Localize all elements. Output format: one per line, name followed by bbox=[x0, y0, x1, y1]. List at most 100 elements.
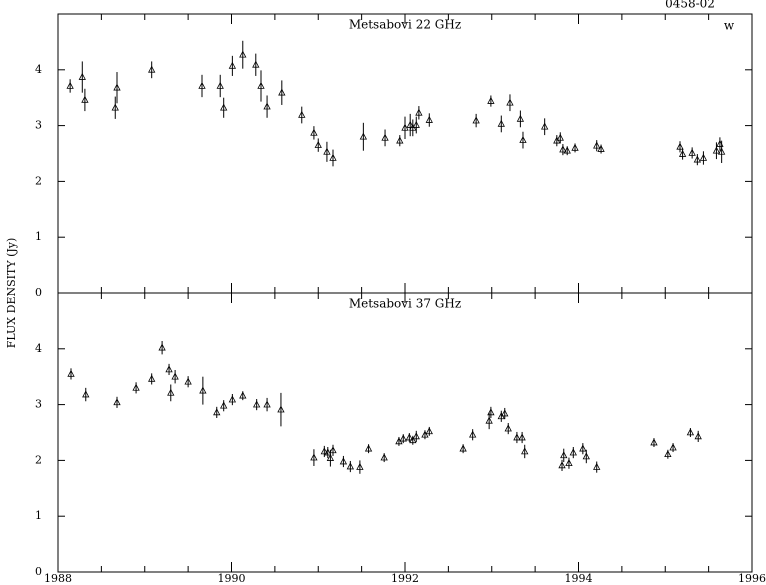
marker bbox=[541, 122, 549, 130]
marker bbox=[556, 133, 564, 141]
y-tick-label: 3 bbox=[35, 119, 42, 132]
y-tick-label: 0 bbox=[35, 565, 42, 578]
marker bbox=[171, 372, 179, 380]
marker bbox=[694, 432, 702, 440]
y-axis-label: FLUX DENSITY (Jy) bbox=[5, 238, 18, 349]
marker bbox=[396, 136, 404, 144]
marker bbox=[472, 116, 480, 124]
marker bbox=[565, 459, 573, 466]
marker bbox=[513, 433, 521, 441]
marker bbox=[78, 72, 86, 80]
marker bbox=[310, 453, 318, 461]
marker bbox=[501, 409, 509, 417]
marker bbox=[81, 95, 89, 103]
marker bbox=[198, 81, 206, 89]
marker bbox=[487, 408, 495, 416]
marker bbox=[329, 153, 337, 161]
marker bbox=[323, 147, 331, 155]
marker bbox=[356, 462, 364, 470]
marker bbox=[712, 146, 721, 154]
marker bbox=[167, 388, 175, 396]
marker bbox=[228, 395, 237, 403]
x-tick-label: 1996 bbox=[738, 572, 766, 585]
marker bbox=[425, 115, 433, 123]
source-name: 0458-02 bbox=[665, 0, 715, 11]
marker bbox=[421, 430, 429, 438]
marker bbox=[519, 135, 527, 143]
marker bbox=[132, 383, 140, 391]
marker bbox=[320, 447, 328, 455]
marker bbox=[558, 461, 566, 469]
marker bbox=[485, 416, 493, 424]
marker bbox=[409, 436, 417, 444]
marker bbox=[324, 448, 332, 456]
marker bbox=[412, 432, 420, 440]
marker bbox=[412, 120, 420, 128]
marker bbox=[678, 149, 687, 157]
marker bbox=[216, 81, 224, 89]
marker bbox=[571, 143, 579, 151]
y-tick-label: 3 bbox=[35, 398, 42, 411]
marker bbox=[560, 451, 568, 459]
marker bbox=[717, 147, 726, 155]
marker bbox=[569, 448, 577, 456]
marker bbox=[676, 142, 684, 150]
marker bbox=[184, 377, 192, 385]
marker bbox=[497, 119, 505, 127]
marker bbox=[314, 140, 322, 148]
marker bbox=[148, 374, 156, 382]
marker bbox=[228, 61, 237, 69]
marker bbox=[563, 146, 571, 154]
x-tick-label: 1988 bbox=[44, 572, 72, 585]
marker bbox=[111, 103, 119, 111]
y-tick-label: 1 bbox=[35, 230, 42, 243]
marker bbox=[597, 144, 605, 152]
marker bbox=[199, 386, 207, 394]
y-tick-label: 2 bbox=[35, 174, 42, 187]
marker bbox=[669, 443, 677, 451]
marker bbox=[310, 128, 318, 136]
marker bbox=[405, 433, 413, 441]
marker bbox=[82, 390, 90, 398]
y-tick-label: 4 bbox=[35, 342, 42, 355]
marker bbox=[158, 343, 166, 351]
y-tick-label: 1 bbox=[35, 509, 42, 522]
marker bbox=[593, 141, 601, 149]
marker bbox=[664, 450, 672, 458]
marker bbox=[487, 96, 495, 104]
marker bbox=[326, 454, 335, 461]
x-tick-label: 1992 bbox=[391, 572, 419, 585]
marker bbox=[521, 447, 529, 455]
marker bbox=[263, 400, 271, 408]
marker bbox=[559, 145, 567, 153]
marker bbox=[329, 446, 337, 454]
marker bbox=[380, 453, 388, 461]
marker bbox=[459, 444, 467, 452]
x-tick-label: 1990 bbox=[218, 572, 246, 585]
marker bbox=[518, 433, 526, 441]
marker bbox=[406, 120, 414, 128]
y-tick-label: 0 bbox=[35, 286, 42, 299]
marker bbox=[213, 408, 221, 416]
marker bbox=[425, 427, 433, 435]
marker bbox=[148, 65, 156, 73]
marker bbox=[504, 424, 512, 432]
marker bbox=[277, 405, 285, 413]
marker bbox=[165, 365, 173, 373]
marker bbox=[579, 444, 587, 452]
marker bbox=[346, 462, 355, 470]
marker bbox=[693, 155, 702, 163]
marker bbox=[239, 50, 247, 58]
marker bbox=[593, 462, 601, 470]
marker bbox=[516, 114, 525, 122]
marker bbox=[399, 434, 407, 442]
marker bbox=[66, 81, 74, 89]
marker bbox=[239, 391, 247, 399]
marker bbox=[686, 428, 695, 436]
marker bbox=[220, 103, 228, 111]
x-tick-label: 1994 bbox=[565, 572, 593, 585]
corner-mark: w bbox=[724, 19, 735, 33]
marker bbox=[688, 148, 696, 156]
marker bbox=[252, 60, 260, 68]
y-tick-label: 2 bbox=[35, 453, 42, 466]
